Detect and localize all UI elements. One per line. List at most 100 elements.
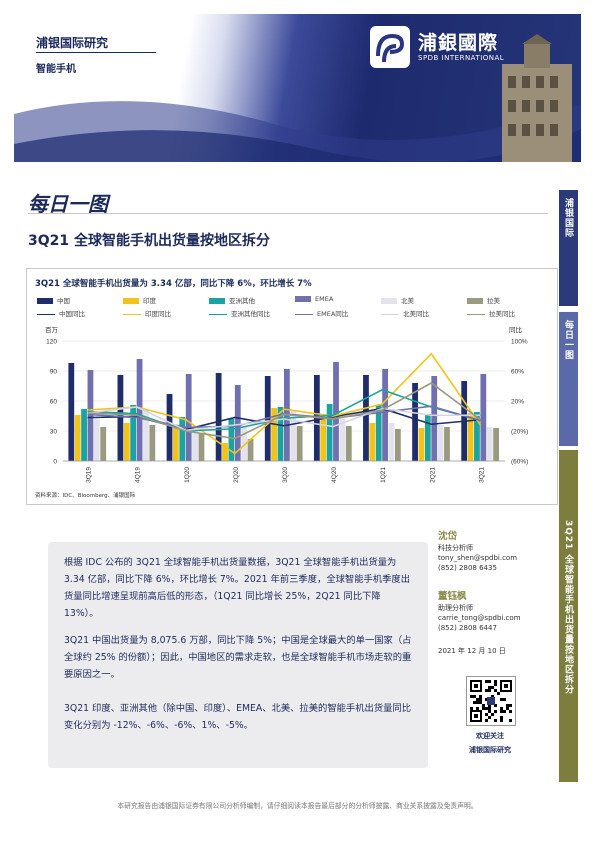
legend-line-1: 印度同比 xyxy=(123,308,171,318)
sidebar-tab-brand: 浦银国际 xyxy=(559,190,578,306)
x-tick-label: 3Q21 xyxy=(478,467,485,483)
legend-bar-label: 中国 xyxy=(57,297,70,305)
legend-bar-label: 亚洲其他 xyxy=(229,297,255,305)
qr-module xyxy=(488,716,491,719)
commentary-paragraph-1: 根据 IDC 公布的 3Q21 全球智能手机出货量数据，3Q21 全球智能手机出… xyxy=(64,557,410,619)
legend-line-swatch xyxy=(37,313,55,315)
bar-北美 xyxy=(486,427,493,461)
logo-english-name: SPDB INTERNATIONAL xyxy=(418,54,505,62)
report-date: 2021 年 12 月 10 日 xyxy=(438,647,506,655)
legend-line-swatch xyxy=(295,313,313,315)
header-banner: 浦银国际研究 智能手机 浦銀國際 SPDB INTERNATIONAL xyxy=(14,14,581,162)
analyst-2: 董钰枫 助理分析师 carrie_tong@spdbi.com (852) 28… xyxy=(438,590,521,633)
qr-module xyxy=(482,704,485,707)
x-tick-label: 2Q21 xyxy=(429,467,436,483)
qr-module xyxy=(485,707,488,710)
qr-module xyxy=(509,719,512,722)
qr-module xyxy=(485,698,488,701)
disclaimer-footer: 本研究报告由浦银国际证券有限公司分析师编制，请仔细阅读本报告最后部分的分析师披露… xyxy=(117,802,478,810)
bar-亚洲其他 xyxy=(179,417,186,461)
qr-module xyxy=(488,686,491,689)
line-北美同比 xyxy=(87,406,481,432)
legend-line-label: 中国同比 xyxy=(59,310,85,318)
bar-亚洲其他 xyxy=(375,405,382,461)
legend-bar-swatch xyxy=(209,298,225,304)
legend-line-5: 拉美同比 xyxy=(467,308,515,318)
qr-module xyxy=(500,707,503,710)
bar-中国 xyxy=(68,363,75,461)
bar-拉美 xyxy=(296,426,303,461)
legend-line-0: 中国同比 xyxy=(37,308,85,318)
x-tick-label: 3Q19 xyxy=(86,467,93,483)
y-tick-label: 30 xyxy=(50,429,58,436)
bar-亚洲其他 xyxy=(81,409,87,461)
analyst-2-email[interactable]: carrie_tong@spdbi.com xyxy=(438,614,521,622)
x-tick-label: 3Q20 xyxy=(282,467,289,483)
qr-caption-account: 浦银国际研究 xyxy=(469,746,511,754)
bar-印度 xyxy=(74,415,81,461)
legend-bar-3: EMEA xyxy=(295,295,333,303)
bar-EMEA xyxy=(185,374,192,461)
line-拉美同比 xyxy=(87,382,481,440)
qr-module xyxy=(474,714,478,718)
bar-中国 xyxy=(412,383,418,461)
bar-北美 xyxy=(388,423,395,461)
qr-module xyxy=(500,710,503,713)
legend-bar-swatch xyxy=(467,298,483,304)
legend-bar-2: 亚洲其他 xyxy=(209,295,255,305)
bar-印度 xyxy=(271,408,278,461)
commentary-paragraph-3: 3Q21 印度、亚洲其他（除中国、印度）、EMEA、北美、拉美的智能手机出货量同… xyxy=(64,703,411,731)
line-印度同比 xyxy=(87,352,482,455)
analyst-1: 沈岱 科技分析师 tony_shen@spdbi.com (852) 2808 … xyxy=(438,530,517,573)
qr-module xyxy=(500,716,503,719)
bar-北美 xyxy=(143,410,149,461)
legend-bar-label: 拉美 xyxy=(487,297,500,305)
y2-tick-label: 60% xyxy=(511,369,524,376)
bar-EMEA xyxy=(431,376,438,461)
bar-中国 xyxy=(117,375,124,461)
bar-印度 xyxy=(369,423,376,461)
y-axis-unit-left: 百万 xyxy=(45,326,58,334)
legend-bar-label: EMEA xyxy=(315,295,334,303)
qr-module xyxy=(479,698,482,701)
brand-underline xyxy=(36,52,156,53)
bar-北美 xyxy=(241,427,248,461)
qr-module xyxy=(476,701,479,704)
qr-module xyxy=(474,684,478,688)
analyst-1-title: 科技分析师 xyxy=(438,544,473,552)
analyst-1-email[interactable]: tony_shen@spdbi.com xyxy=(438,554,518,562)
bar-拉美 xyxy=(198,433,205,461)
legend-bar-swatch xyxy=(37,298,53,304)
qr-module xyxy=(503,710,506,713)
x-tick-label: 4Q19 xyxy=(135,467,142,483)
bar-北美 xyxy=(290,411,297,461)
chart-source: 资料来源：IDC、Bloomberg、浦银国际 xyxy=(35,493,136,499)
sidebar-tab-topic: 3Q21 全球智能手机出货量按地区拆分 xyxy=(559,450,578,782)
qr-module xyxy=(509,704,512,707)
x-tick-label: 2Q20 xyxy=(233,467,240,483)
sidebar-tab-brand-label: 浦银国际 xyxy=(563,198,573,238)
chart-title: 3Q21 全球智能手机出货量为 3.34 亿部，同比下降 6%，环比增长 7% xyxy=(35,279,312,289)
qr-module xyxy=(500,719,503,722)
bar-北美 xyxy=(437,425,444,461)
bar-EMEA xyxy=(480,374,487,461)
legend-bar-swatch xyxy=(123,298,139,304)
bar-拉美 xyxy=(100,427,107,461)
bar-拉美 xyxy=(493,428,499,461)
legend-bar-5: 拉美 xyxy=(467,295,500,305)
bar-印度 xyxy=(418,428,425,461)
y-tick-label: 0 xyxy=(53,459,57,466)
bar-中国 xyxy=(215,373,222,461)
y-tick-label: 90 xyxy=(50,369,58,376)
legend-line-2: 亚洲其他同比 xyxy=(209,308,270,318)
bar-EMEA xyxy=(382,369,389,461)
qr-module xyxy=(473,701,476,704)
qr-module xyxy=(485,719,488,722)
bar-拉美 xyxy=(444,427,450,461)
building-image xyxy=(502,34,572,162)
qr-module xyxy=(494,680,497,683)
x-tick-label: 1Q20 xyxy=(184,467,191,483)
qr-code-icon[interactable] xyxy=(466,676,516,726)
bar-拉美 xyxy=(345,426,352,461)
qr-module xyxy=(494,704,497,707)
